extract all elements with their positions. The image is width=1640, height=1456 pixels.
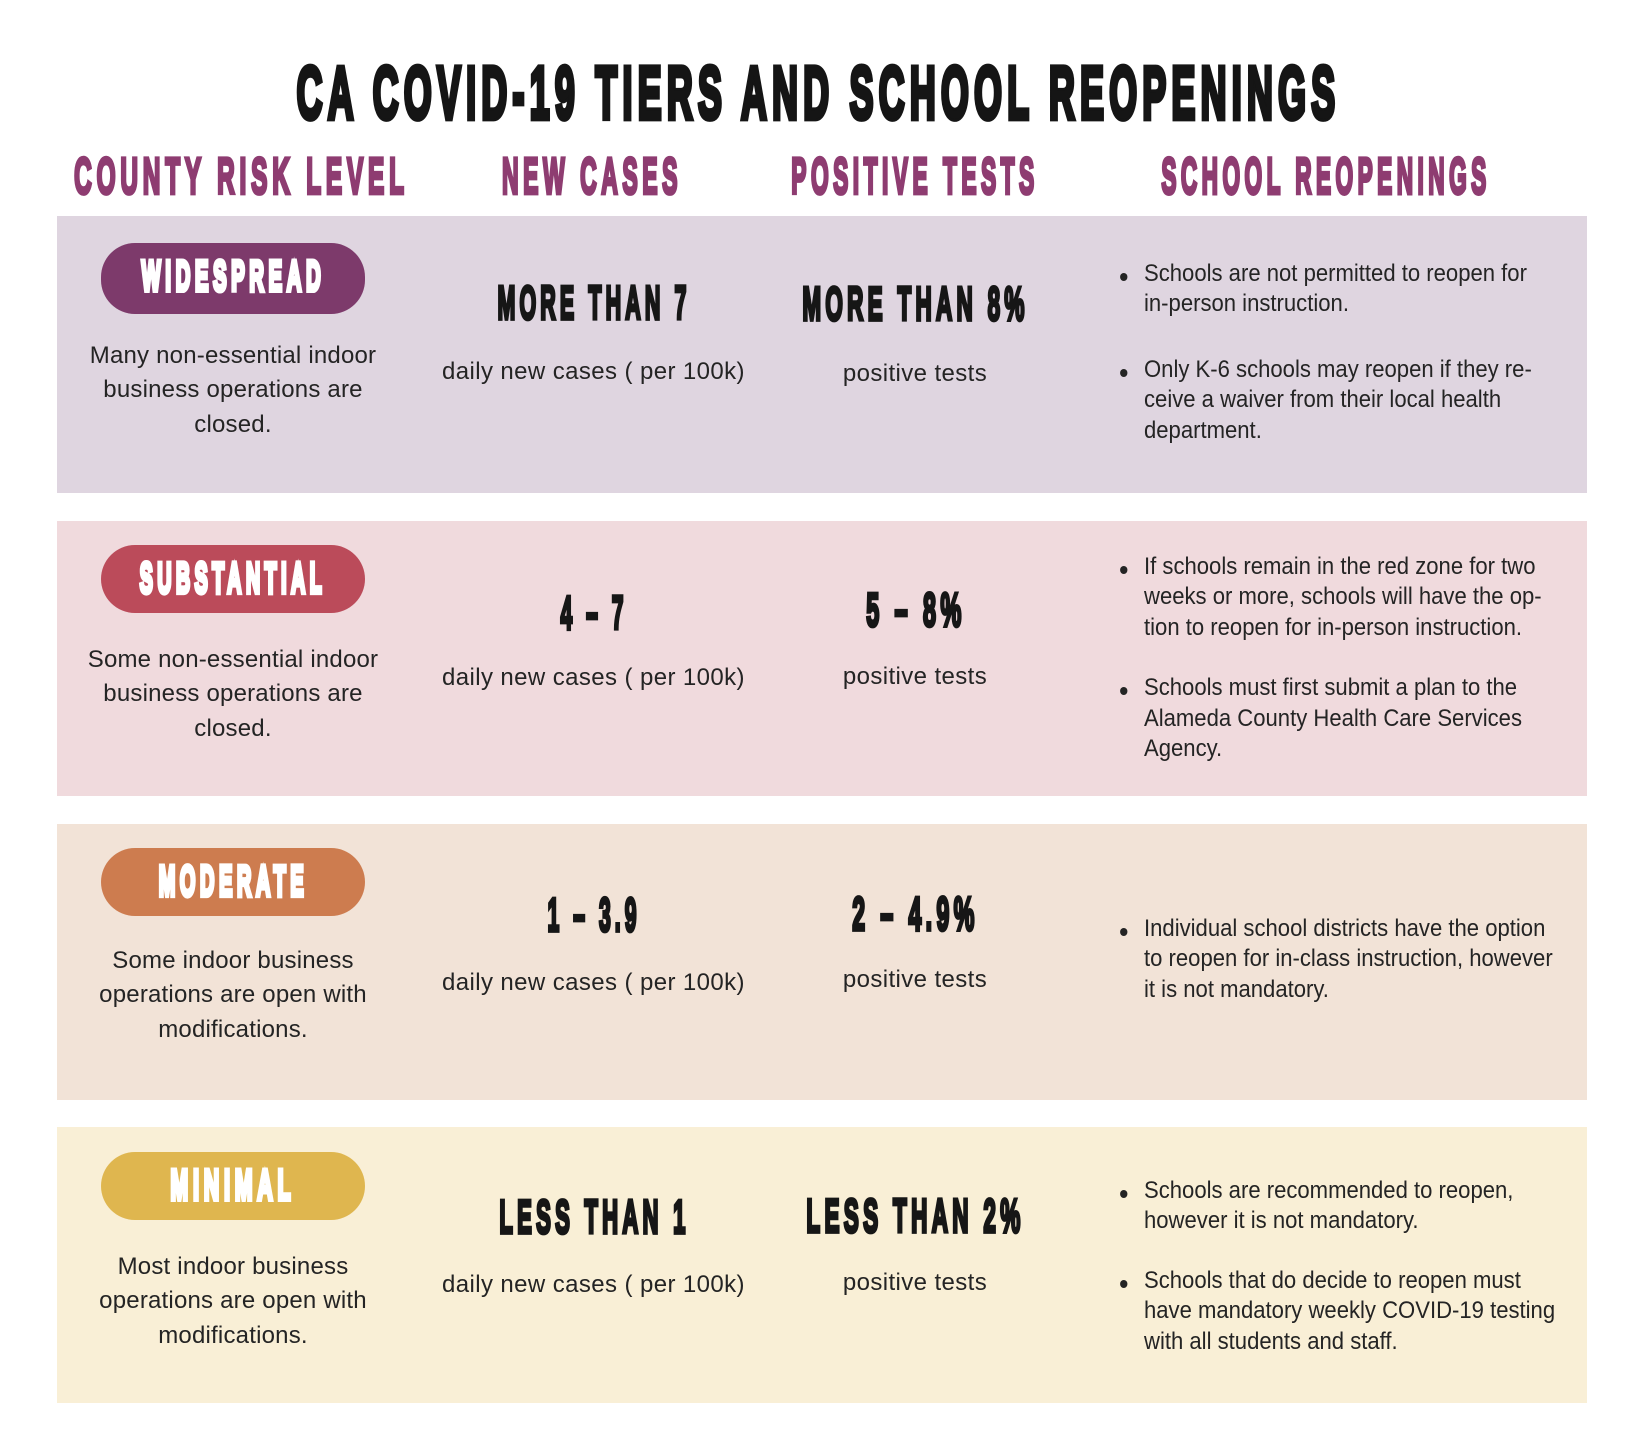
svg-text:MORE THAN 7: MORE THAN 7	[497, 277, 690, 330]
svg-text:CA COVID-19 TIERS AND SCHOOL R: CA COVID-19 TIERS AND SCHOOL REOPENINGS	[296, 53, 1340, 135]
svg-text:MODERATE: MODERATE	[158, 858, 308, 905]
svg-text:1 – 3.9: 1 – 3.9	[547, 888, 640, 941]
svg-text:SCHOOL REOPENINGS: SCHOOL REOPENINGS	[1161, 148, 1490, 205]
svg-text:POSITIVE TESTS: POSITIVE TESTS	[791, 148, 1038, 205]
svg-text:4 – 7: 4 – 7	[560, 586, 627, 639]
svg-text:5 – 8%: 5 – 8%	[866, 583, 965, 636]
svg-text:COUNTY RISK LEVEL: COUNTY RISK LEVEL	[74, 149, 409, 205]
svg-text:NEW CASES: NEW CASES	[502, 148, 682, 205]
svg-text:MINIMAL: MINIMAL	[171, 1161, 296, 1209]
svg-text:2 – 4.9%: 2 – 4.9%	[852, 887, 978, 940]
svg-text:SUBSTANTIAL: SUBSTANTIAL	[140, 555, 327, 603]
svg-text:LESS THAN 1: LESS THAN 1	[499, 1191, 689, 1244]
svg-text:LESS THAN 2%: LESS THAN 2%	[806, 1189, 1024, 1243]
svg-text:WIDESPREAD: WIDESPREAD	[141, 253, 325, 300]
svg-text:MORE THAN 8%: MORE THAN 8%	[802, 278, 1028, 330]
